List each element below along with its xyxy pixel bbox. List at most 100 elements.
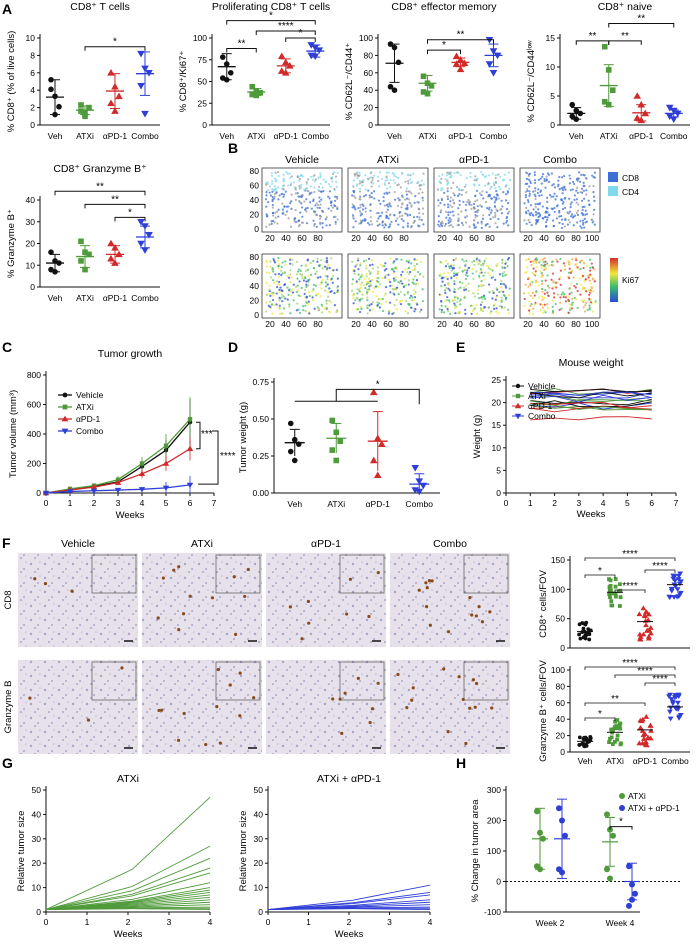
panel-label-e: E	[456, 339, 465, 355]
tsne-cell	[271, 206, 275, 209]
tsne-cell	[583, 205, 586, 208]
tsne-cell	[533, 179, 537, 182]
data-point	[617, 723, 622, 728]
data-point	[577, 632, 582, 637]
tsne-cell	[275, 292, 278, 295]
tsne-cell	[482, 264, 485, 267]
tsne-cell	[436, 188, 440, 191]
x-tick-label: Veh	[48, 131, 63, 141]
stained-cell	[490, 706, 494, 710]
data-point	[395, 59, 402, 66]
tsne-cell	[560, 218, 564, 221]
tsne-cell	[286, 286, 289, 289]
tsne-cell	[560, 198, 563, 201]
tsne-cell	[457, 213, 460, 216]
tsne-cell	[548, 193, 552, 197]
tsne-cell	[421, 288, 424, 291]
tsne-cell	[529, 181, 532, 185]
tsne-cell	[318, 206, 321, 209]
tsne-cell	[551, 219, 555, 222]
significance-label: **	[611, 694, 619, 705]
tsne-cell	[478, 297, 481, 300]
tsne-cell	[381, 309, 385, 313]
tsne-cell	[505, 208, 509, 211]
tsne-cell	[587, 274, 590, 277]
tsne-cell	[316, 257, 319, 261]
tsne-cell	[290, 181, 293, 185]
tsne-cell	[473, 179, 476, 182]
tsne-cell	[551, 287, 554, 290]
stained-cell	[86, 718, 91, 722]
tsne-cell	[567, 295, 570, 298]
tsne-cell	[400, 299, 404, 302]
tsne-cell	[589, 282, 592, 285]
data-point	[607, 875, 613, 882]
tsne-cell	[575, 263, 578, 266]
tsne-cell	[474, 226, 478, 229]
tsne-cell	[417, 180, 420, 183]
significance-label: *	[269, 11, 273, 22]
tsne-cell	[294, 209, 297, 212]
tsne-cell	[364, 188, 367, 191]
tsne-cell	[453, 288, 456, 291]
stained-cell	[243, 594, 247, 599]
tsne-cell	[397, 176, 400, 180]
tsne-cell	[417, 192, 421, 195]
tsne-cell	[408, 272, 411, 276]
tsne-cell	[278, 296, 281, 299]
tsne-cell	[507, 294, 511, 297]
tsne-cell	[501, 272, 504, 275]
tsne-cell	[324, 180, 327, 184]
tsne-cell	[352, 215, 355, 218]
y-axis-label: CD8⁺ cells/FOV	[538, 569, 549, 637]
tsne-cell	[467, 289, 470, 293]
tsne-cell	[453, 282, 456, 286]
tsne-cell	[440, 197, 444, 200]
tsne-cell	[394, 219, 398, 222]
tsne-cell	[591, 266, 595, 269]
tsne-cell	[524, 171, 528, 174]
tsne-cell	[575, 298, 578, 301]
significance-bracket	[608, 40, 642, 45]
significance-label: **	[111, 194, 119, 205]
tsne-cell	[483, 259, 486, 263]
y-tick-label: 2	[30, 103, 35, 113]
tsne-cell	[488, 225, 491, 228]
tsne-cell	[563, 197, 566, 200]
tsne-cell	[377, 298, 380, 301]
stained-cell	[424, 581, 428, 585]
tsne-cell	[313, 222, 316, 226]
y-tick-label: 0	[258, 907, 263, 917]
tsne-cell	[391, 172, 394, 175]
tsne-cell	[488, 174, 491, 177]
tsne-cell	[552, 183, 555, 186]
tsne-cell	[274, 273, 277, 276]
tsne-cell	[591, 174, 594, 177]
tsne-y-tick: 0	[254, 224, 259, 234]
tsne-cell	[406, 173, 410, 176]
y-tick-label: 200	[487, 816, 501, 826]
x-tick-label: ATXi	[76, 131, 94, 141]
tsne-cell	[282, 211, 285, 214]
tsne-cell	[397, 293, 400, 296]
tsne-cell	[292, 299, 295, 302]
tsne-cell	[407, 190, 410, 193]
stained-cell	[177, 565, 181, 569]
tsne-cell	[562, 295, 565, 299]
tsne-cell	[531, 296, 535, 300]
tsne-cell	[588, 293, 591, 296]
data-point	[610, 742, 615, 746]
tsne-cell	[493, 205, 497, 208]
tsne-cell	[366, 312, 369, 315]
tsne-cell	[446, 190, 449, 193]
ihc-column-title: αPD-1	[311, 538, 341, 550]
tsne-cell	[487, 208, 491, 211]
tsne-cell	[290, 193, 293, 196]
data-point	[277, 52, 286, 60]
data-point	[107, 99, 115, 107]
tsne-cell	[355, 184, 358, 187]
tsne-cell	[310, 207, 313, 210]
stained-cell	[343, 691, 347, 695]
